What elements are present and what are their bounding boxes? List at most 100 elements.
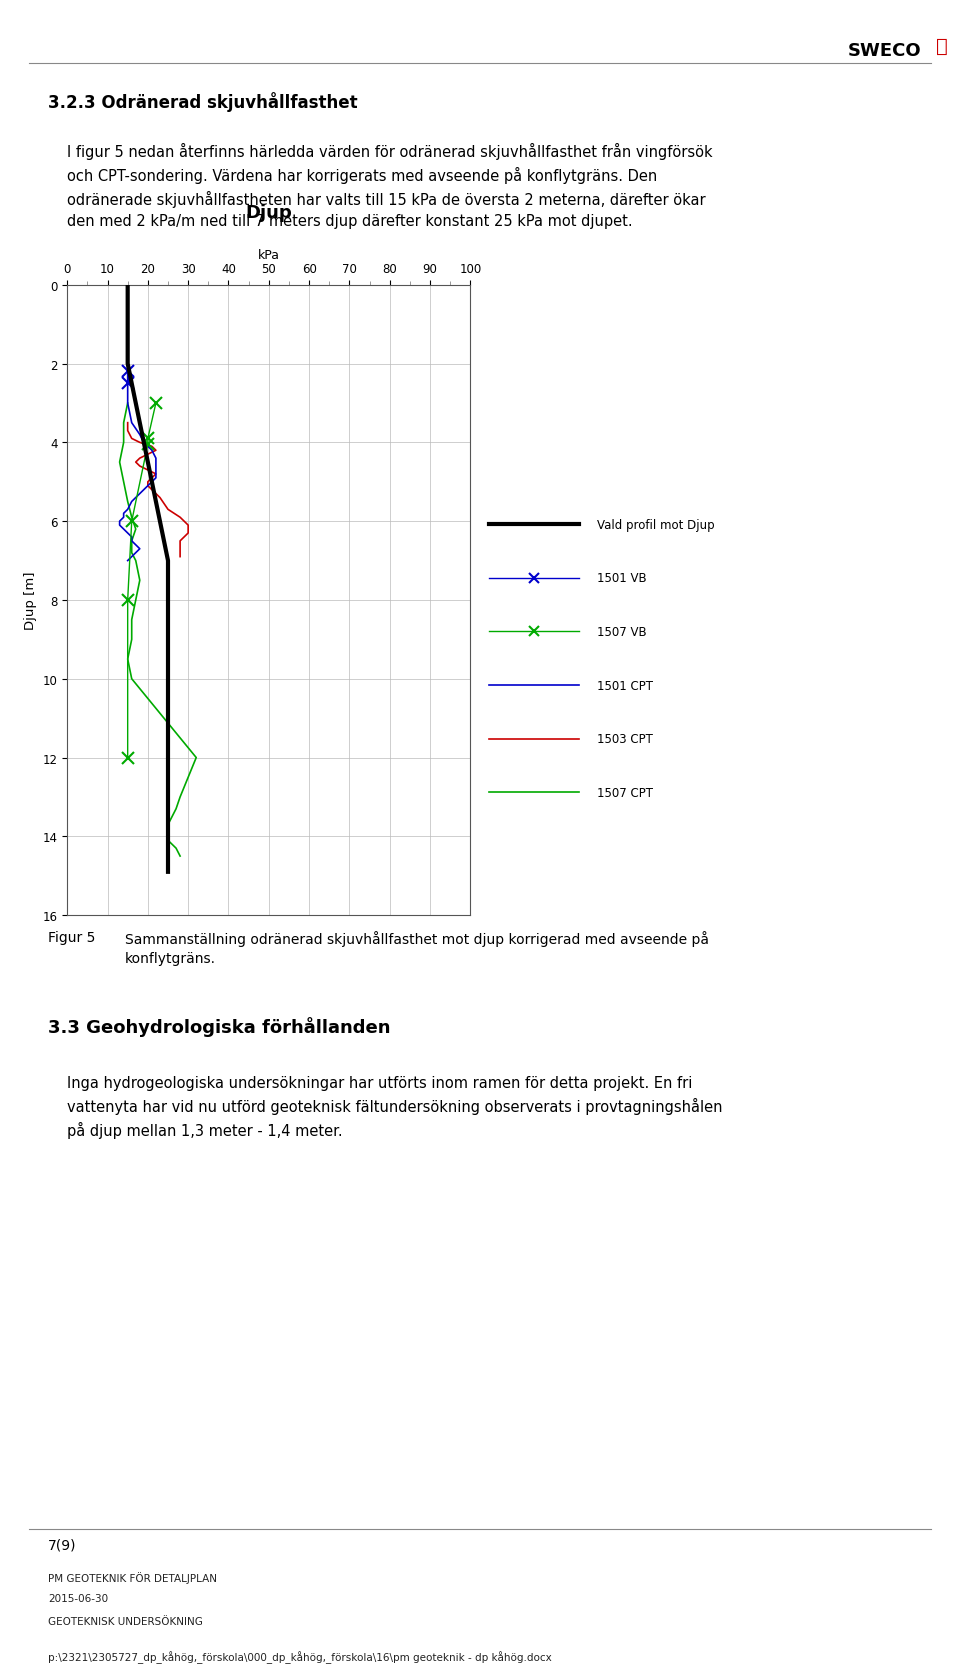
1507 CPT — [130, 519, 141, 539]
1503 CPT — [182, 516, 194, 536]
1503 CPT — [134, 433, 146, 454]
1501 CPT — [126, 548, 137, 568]
1507 CPT — [122, 393, 133, 413]
1501 CPT — [118, 519, 130, 539]
Line: 1507 CPT: 1507 CPT — [120, 403, 196, 857]
Vald profil mot Djup — [162, 551, 174, 571]
1507 CPT — [126, 531, 137, 551]
1507 CPT — [190, 748, 202, 768]
1507 CPT — [142, 689, 154, 709]
1501 CPT — [126, 528, 137, 548]
1503 CPT — [130, 452, 141, 472]
1507 CPT — [122, 492, 133, 512]
1507 CPT — [118, 472, 130, 492]
1501 CPT — [118, 507, 130, 528]
Title: Djup: Djup — [246, 205, 292, 222]
1501 CPT — [146, 440, 157, 460]
Text: Figur 5: Figur 5 — [48, 931, 95, 944]
1507 CPT — [166, 835, 178, 855]
X-axis label: kPa: kPa — [258, 249, 279, 262]
1501 CPT — [126, 413, 137, 433]
1503 CPT — [122, 422, 133, 442]
1507 CPT — [170, 838, 181, 858]
Vald profil mot Djup — [138, 433, 150, 454]
Text: 1507 CPT: 1507 CPT — [597, 786, 654, 800]
1501 CPT — [122, 551, 133, 571]
1501 CPT — [150, 469, 161, 489]
1507 CPT — [118, 413, 130, 433]
Text: p:\2321\2305727_dp_kåhög,_förskola\000_dp_kåhög,_förskola\16\pm geoteknik - dp k: p:\2321\2305727_dp_kåhög,_förskola\000_d… — [48, 1650, 552, 1663]
1503 CPT — [162, 501, 174, 521]
1503 CPT — [122, 413, 133, 433]
Text: 3.2.3 Odränerad skjuvhållfasthet: 3.2.3 Odränerad skjuvhållfasthet — [48, 92, 358, 113]
1507 VB — [126, 512, 137, 533]
1501 CPT — [114, 516, 126, 536]
Vald profil mot Djup — [122, 354, 133, 375]
1503 CPT — [142, 477, 154, 497]
1507 CPT — [166, 806, 178, 827]
1507 VB — [150, 393, 161, 413]
1507 CPT — [175, 788, 186, 808]
1507 CPT — [158, 709, 170, 729]
Line: 1507 VB: 1507 VB — [121, 398, 162, 764]
Line: 1501 CPT: 1501 CPT — [120, 365, 156, 561]
1501 CPT — [134, 539, 146, 559]
Y-axis label: Djup [m]: Djup [m] — [24, 571, 36, 630]
Text: Vald profil mot Djup: Vald profil mot Djup — [597, 519, 715, 531]
1501 CPT — [122, 366, 133, 386]
Text: Sammanställning odränerad skjuvhållfasthet mot djup korrigerad med avseende på
k: Sammanställning odränerad skjuvhållfasth… — [125, 931, 708, 964]
1501 CPT — [122, 524, 133, 544]
Text: GEOTEKNISK UNDERSÖKNING: GEOTEKNISK UNDERSÖKNING — [48, 1616, 203, 1626]
1507 CPT — [118, 433, 130, 454]
1501 CPT — [150, 452, 161, 472]
Line: Vald profil mot Djup: Vald profil mot Djup — [128, 286, 168, 872]
Text: 7(9): 7(9) — [48, 1537, 77, 1551]
Text: SWECO: SWECO — [848, 42, 922, 60]
1507 VB — [122, 748, 133, 768]
1507 CPT — [182, 768, 194, 788]
Text: 1501 VB: 1501 VB — [597, 573, 647, 585]
1503 CPT — [155, 489, 166, 509]
1503 CPT — [142, 460, 154, 480]
1507 CPT — [134, 571, 146, 591]
1507 CPT — [130, 590, 141, 610]
1501 CPT — [130, 543, 141, 563]
1507 CPT — [114, 452, 126, 472]
1503 CPT — [146, 437, 157, 457]
Text: 2015-06-30: 2015-06-30 — [48, 1593, 108, 1603]
Vald profil mot Djup — [122, 314, 133, 334]
1501 CPT — [138, 480, 150, 501]
1507 CPT — [170, 800, 181, 820]
1503 CPT — [182, 524, 194, 544]
Line: 1503 CPT: 1503 CPT — [128, 423, 188, 558]
1507 CPT — [175, 729, 186, 749]
1501 VB — [122, 375, 133, 395]
Text: Inga hydrogeologiska undersökningar har utförts inom ramen för detta projekt. En: Inga hydrogeologiska undersökningar har … — [67, 1075, 723, 1139]
1501 CPT — [142, 477, 154, 497]
1501 CPT — [126, 531, 137, 551]
1501 CPT — [134, 484, 146, 504]
Line: 1501 VB: 1501 VB — [121, 366, 134, 390]
Vald profil mot Djup — [155, 512, 166, 533]
1507 CPT — [162, 823, 174, 843]
Text: I figur 5 nedan återfinns härledda värden för odränerad skjuvhållfasthet från vi: I figur 5 nedan återfinns härledda värde… — [67, 143, 713, 228]
1503 CPT — [175, 548, 186, 568]
1507 VB — [122, 590, 133, 610]
1507 VB — [142, 435, 154, 455]
1503 CPT — [175, 507, 186, 528]
Vald profil mot Djup — [146, 472, 157, 492]
1507 CPT — [126, 610, 137, 630]
1507 VB — [142, 428, 154, 449]
1507 CPT — [126, 543, 137, 563]
1503 CPT — [126, 428, 137, 449]
Vald profil mot Djup — [162, 862, 174, 882]
1507 CPT — [162, 830, 174, 850]
1507 CPT — [162, 815, 174, 835]
1501 CPT — [114, 512, 126, 533]
1501 CPT — [122, 501, 133, 521]
1507 CPT — [126, 669, 137, 689]
Text: 1507 VB: 1507 VB — [597, 625, 647, 638]
Text: PM GEOTEKNIK FÖR DETALJPLAN: PM GEOTEKNIK FÖR DETALJPLAN — [48, 1571, 217, 1583]
Vald profil mot Djup — [130, 393, 141, 413]
1501 CPT — [118, 504, 130, 524]
